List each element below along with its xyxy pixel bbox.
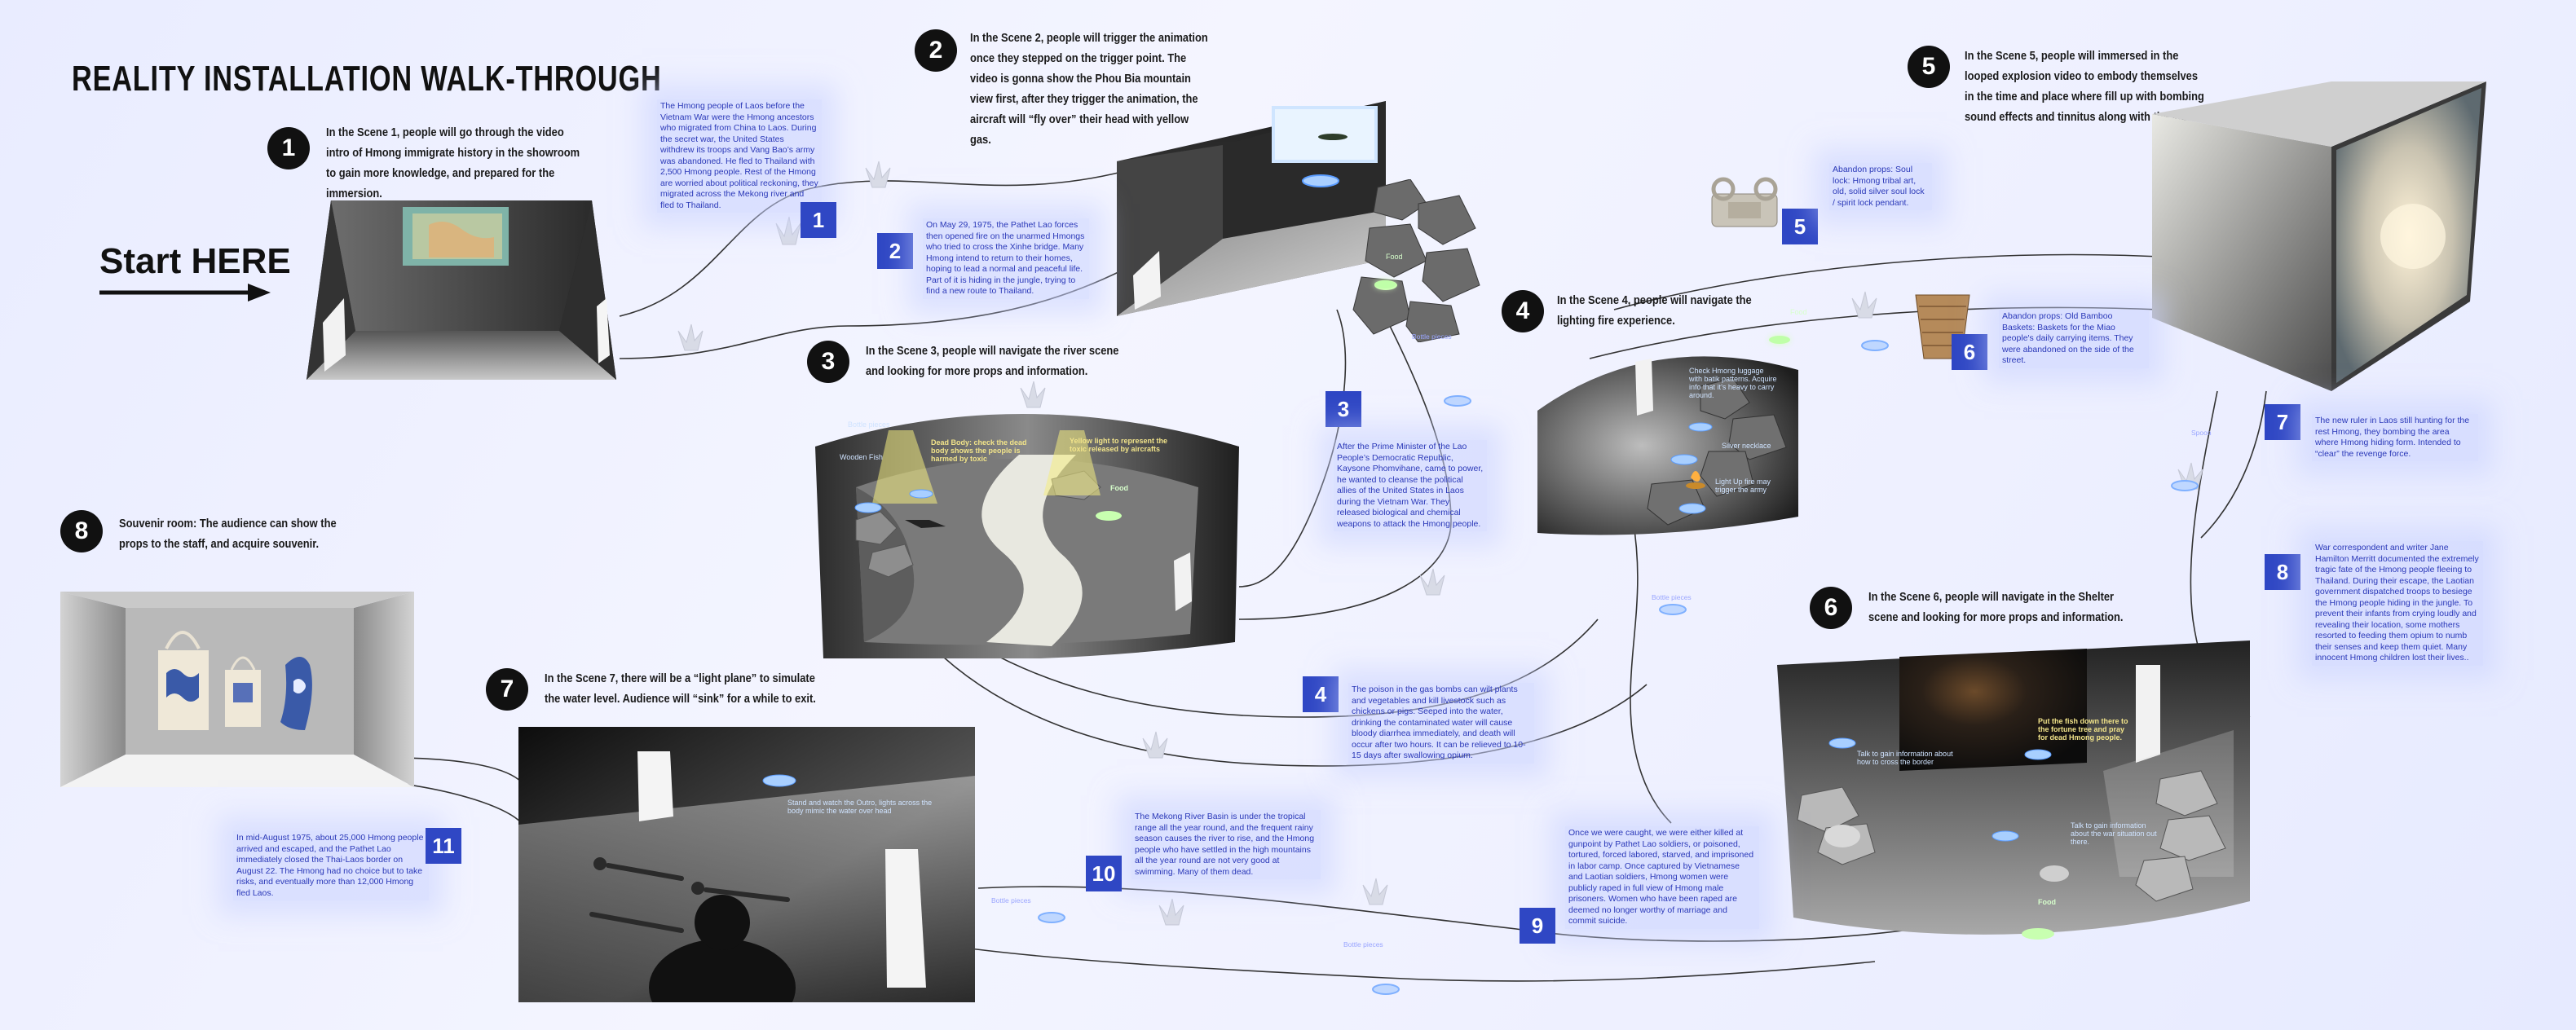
note-5-text: Abandon props: Soul lock: Hmong tribal a…: [1829, 163, 1932, 210]
scene-4-description: In the Scene 4, people will navigate the…: [1557, 293, 1752, 328]
path-label-bottle-pieces-3: Bottle pieces: [991, 896, 1031, 905]
note-9-badge: 9: [1520, 908, 1555, 944]
scene-2-description: In the Scene 2, people will trigger the …: [970, 31, 1208, 147]
note-1-badge: 1: [801, 202, 836, 238]
note-8-badge: 8: [2265, 554, 2300, 590]
scene-3-dead-body-label: Dead Body: check the dead body shows the…: [931, 438, 1027, 463]
soul-lock-prop-image: [1704, 174, 1785, 240]
scene-3-wooden-fish-label: Wooden Fish: [840, 453, 883, 461]
note-7-badge: 7: [2265, 404, 2300, 440]
scene-7-room: [518, 727, 975, 1002]
note-3-badge: 3: [1325, 391, 1361, 427]
note-4-text: The poison in the gas bombs can wilt pla…: [1348, 683, 1534, 764]
note-4-badge: 4: [1303, 676, 1339, 712]
note-2-badge: 2: [877, 233, 913, 269]
scene-6-talk-war-label: Talk to gain information about the war s…: [2071, 821, 2157, 846]
scene-3-bottle-label: Bottle pieces: [848, 420, 890, 429]
scene-6-fish-label: Put the fish down there to the fortune t…: [2038, 717, 2128, 742]
scene-4-number: 4: [1502, 290, 1544, 332]
note-10-badge: 10: [1086, 856, 1122, 891]
scene-1-room: [307, 200, 616, 386]
scene-4-fire-label: Light Up fire may trigger the army: [1715, 478, 1771, 494]
start-arrow-icon: [99, 284, 271, 302]
note-1-text: The Hmong people of Laos before the Viet…: [657, 99, 822, 213]
start-here-label: Start HERE: [99, 241, 291, 281]
scene-6-room: [1777, 632, 2250, 958]
path-label-bottle-pieces-4: Bottle pieces: [1343, 940, 1383, 949]
scene-2-room: [1109, 96, 1475, 316]
scene-6-talk-border-label: Talk to gain information about how to cr…: [1857, 750, 1953, 766]
note-11-badge: 11: [426, 828, 461, 864]
path-label-bottle-pieces-2: Bottle pieces: [1652, 593, 1692, 601]
note-3-text: After the Prime Minister of the Lao Peop…: [1334, 440, 1487, 531]
note-8-text: War correspondent and writer Jane Hamilt…: [2312, 541, 2483, 666]
scene-3-yellow-light-label: Yellow light to represent the toxic rele…: [1070, 437, 1168, 453]
note-9-text: Once we were caught, we were either kill…: [1565, 826, 1759, 929]
scene-5-number: 5: [1908, 46, 1950, 88]
scene-5-room: [2144, 81, 2494, 407]
scene-2-number: 2: [915, 29, 957, 72]
scene-8-souvenir-room: [60, 592, 414, 787]
scene-4-necklace-label: Silver necklace: [1722, 442, 1771, 450]
note-5-badge: 5: [1782, 209, 1818, 244]
note-6-badge: 6: [1952, 334, 1987, 370]
scene-3-description: In the Scene 3, people will navigate the…: [866, 344, 1119, 378]
scene-8-description: Souvenir room: The audience can show the…: [119, 517, 337, 551]
scene-3-room: [807, 398, 1247, 658]
page-title: REALITY INSTALLATION WALK-THROUGH: [72, 59, 662, 99]
scene-3-number: 3: [807, 341, 849, 383]
scene-7-number: 7: [486, 668, 528, 711]
scene-7-stand-label: Stand and watch the Outro, lights across…: [787, 799, 933, 815]
note-7-text: The new ruler in Laos still hunting for …: [2312, 414, 2478, 461]
scene-6-food-label: Food: [2038, 898, 2056, 906]
scene-4-room: [1529, 337, 1806, 541]
scene-4-food-marker: [1769, 336, 1790, 344]
scene-7-description: In the Scene 7, there will be a “light p…: [545, 671, 816, 706]
scene-8-number: 8: [60, 510, 103, 552]
path-label-spoon: Spoon: [2191, 429, 2212, 437]
note-2-text: On May 29, 1975, the Pathet Lao forces t…: [923, 218, 1089, 299]
scene-3-food-label: Food: [1110, 484, 1128, 492]
note-6-text: Abandon props: Old Bamboo Baskets: Baske…: [1999, 310, 2149, 368]
scene-6-description: In the Scene 6, people will navigate in …: [1868, 590, 2124, 624]
note-11-text: In mid-August 1975, about 25,000 Hmong p…: [233, 831, 429, 900]
path-label-bottle-pieces: Bottle pieces: [1412, 332, 1452, 341]
scene-2-rocks: [1337, 178, 1484, 343]
scene-1-description: In the Scene 1, people will go through t…: [326, 125, 580, 200]
scene-4-luggage-label: Check Hmong luggage with batik patterns.…: [1689, 367, 1777, 399]
scene-4-food-label: Food: [1790, 308, 1807, 316]
scene-2-food-label: Food: [1386, 253, 1403, 261]
scene-5-description: In the Scene 5, people will immersed in …: [1965, 49, 2206, 124]
scene-6-number: 6: [1810, 587, 1852, 629]
scene-2-food-marker: [1374, 280, 1396, 288]
scene-1-number: 1: [267, 127, 310, 169]
note-10-text: The Mekong River Basin is under the trop…: [1131, 810, 1321, 879]
